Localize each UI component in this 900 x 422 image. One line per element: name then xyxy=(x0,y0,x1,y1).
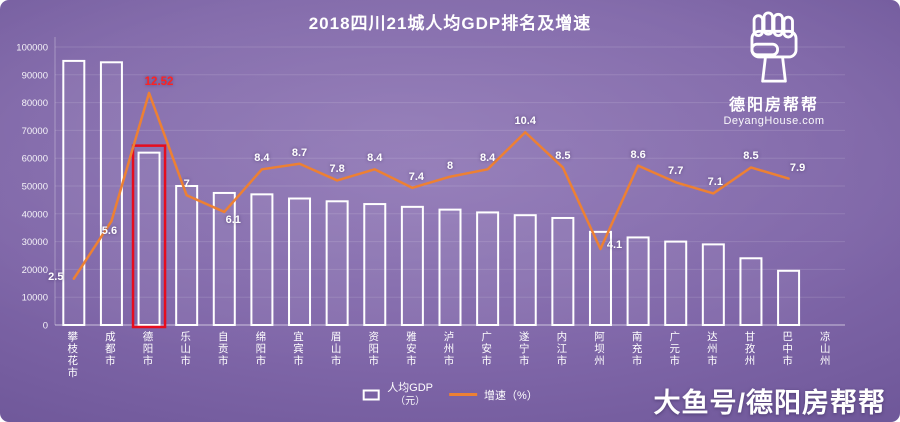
y-axis-tick: 90000 xyxy=(22,70,48,81)
growth-label: 6.1 xyxy=(225,213,241,226)
x-axis-label: 巴中市 xyxy=(781,331,794,367)
y-axis-tick: 60000 xyxy=(22,154,48,165)
x-axis-label: 眉山市 xyxy=(329,331,342,367)
gdp-bar xyxy=(363,203,387,327)
growth-label: 7.7 xyxy=(668,165,684,178)
growth-label: 10.4 xyxy=(514,115,536,128)
growth-label: 8.4 xyxy=(367,152,383,165)
x-axis-label: 内江市 xyxy=(555,331,568,367)
growth-label: 7 xyxy=(183,178,190,191)
growth-label: 8 xyxy=(446,159,454,172)
y-axis-tick: 50000 xyxy=(22,182,48,193)
gdp-bar xyxy=(99,61,123,326)
x-axis-label: 德阳市 xyxy=(141,331,154,367)
deyang-growth-label: 12.52 xyxy=(144,75,174,88)
growth-label: 7.1 xyxy=(707,176,723,189)
y-axis-tick: 30000 xyxy=(22,237,48,248)
y-axis-tick: 70000 xyxy=(22,126,48,137)
fist-icon xyxy=(750,11,798,83)
brand-name: 德阳房帮帮 xyxy=(728,97,819,114)
legend-entry-gdp: 人均GDP （元） xyxy=(362,382,433,408)
x-axis-label: 阿坝州 xyxy=(592,331,605,367)
gdp-bar xyxy=(325,200,349,326)
y-axis-tick: 80000 xyxy=(22,98,48,109)
growth-label: 8.4 xyxy=(254,152,270,165)
gdp-bar xyxy=(212,191,236,326)
gdp-bar xyxy=(175,185,199,326)
x-axis-label: 甘孜州 xyxy=(743,331,756,367)
growth-label: 8.4 xyxy=(479,152,496,165)
gdp-bar xyxy=(588,230,612,326)
chart-legend: 人均GDP （元） 增速（%） xyxy=(362,382,538,408)
x-axis-label: 自贡市 xyxy=(216,331,229,367)
gdp-bar xyxy=(513,214,537,326)
x-axis-label: 成都市 xyxy=(103,331,116,367)
gdp-bar xyxy=(777,269,801,327)
x-axis-label: 凉山州 xyxy=(818,331,831,367)
gdp-bar xyxy=(626,236,650,326)
x-axis-label: 攀枝花市 xyxy=(66,331,79,379)
growth-label: 2.5 xyxy=(48,270,64,283)
gdp-bar xyxy=(739,257,763,326)
x-axis-label: 资阳市 xyxy=(367,331,380,367)
gdp-bar xyxy=(551,216,575,326)
deyang-highlight-box xyxy=(131,144,167,329)
growth-label: 4.1 xyxy=(606,239,623,251)
growth-label: 8.6 xyxy=(630,148,646,161)
growth-label: 7.9 xyxy=(789,161,806,174)
gdp-bar xyxy=(476,211,500,326)
growth-label: 7.4 xyxy=(408,170,425,183)
x-axis-label: 绵阳市 xyxy=(254,331,267,367)
gdp-bar xyxy=(288,197,312,326)
x-axis-label: 广元市 xyxy=(668,331,681,367)
legend-bar-swatch xyxy=(362,389,380,401)
legend-line-swatch xyxy=(449,393,478,397)
chart-title: 2018四川21城人均GDP排名及增速 xyxy=(308,14,592,33)
y-axis-tick: 40000 xyxy=(22,209,48,220)
x-axis-label: 乐山市 xyxy=(179,331,192,367)
gdp-bar xyxy=(438,208,462,327)
x-axis-label: 遂宁市 xyxy=(517,331,530,367)
gdp-bar xyxy=(701,243,725,327)
growth-label: 8.5 xyxy=(743,150,759,163)
gdp-bar xyxy=(137,151,161,326)
x-axis-label: 南充市 xyxy=(630,331,643,367)
gdp-bar xyxy=(62,59,86,327)
legend-gdp-unit: （元） xyxy=(395,395,426,407)
x-axis-label: 泸州市 xyxy=(442,331,455,367)
legend-gdp-label: 人均GDP xyxy=(387,381,434,394)
gdp-bar xyxy=(250,193,274,326)
gdp-bar xyxy=(664,240,688,327)
y-axis-tick: 20000 xyxy=(22,265,48,276)
y-axis-tick: 100000 xyxy=(16,43,48,54)
gdp-bar xyxy=(400,205,424,327)
brand-url: DeyangHouse.com xyxy=(723,115,825,127)
legend-entry-growth: 增速（%） xyxy=(449,387,538,403)
growth-label: 7.8 xyxy=(329,163,345,176)
brand-watermark: 德阳房帮帮 DeyangHouse.com xyxy=(694,10,854,127)
y-axis-tick: 10000 xyxy=(22,293,48,304)
x-axis-label: 宜宾市 xyxy=(292,331,305,367)
legend-growth-label: 增速（%） xyxy=(484,389,538,402)
growth-line xyxy=(72,91,790,280)
x-axis-label: 雅安市 xyxy=(404,331,417,367)
x-axis-label: 达州市 xyxy=(705,331,718,367)
x-axis-label: 广安市 xyxy=(480,331,493,367)
growth-label: 8.5 xyxy=(555,150,571,163)
growth-label: 5.6 xyxy=(101,225,118,238)
y-axis-tick: 0 xyxy=(43,321,48,332)
footer-watermark: 大鱼号/德阳房帮帮 xyxy=(653,388,886,418)
growth-label: 8.7 xyxy=(291,146,308,159)
